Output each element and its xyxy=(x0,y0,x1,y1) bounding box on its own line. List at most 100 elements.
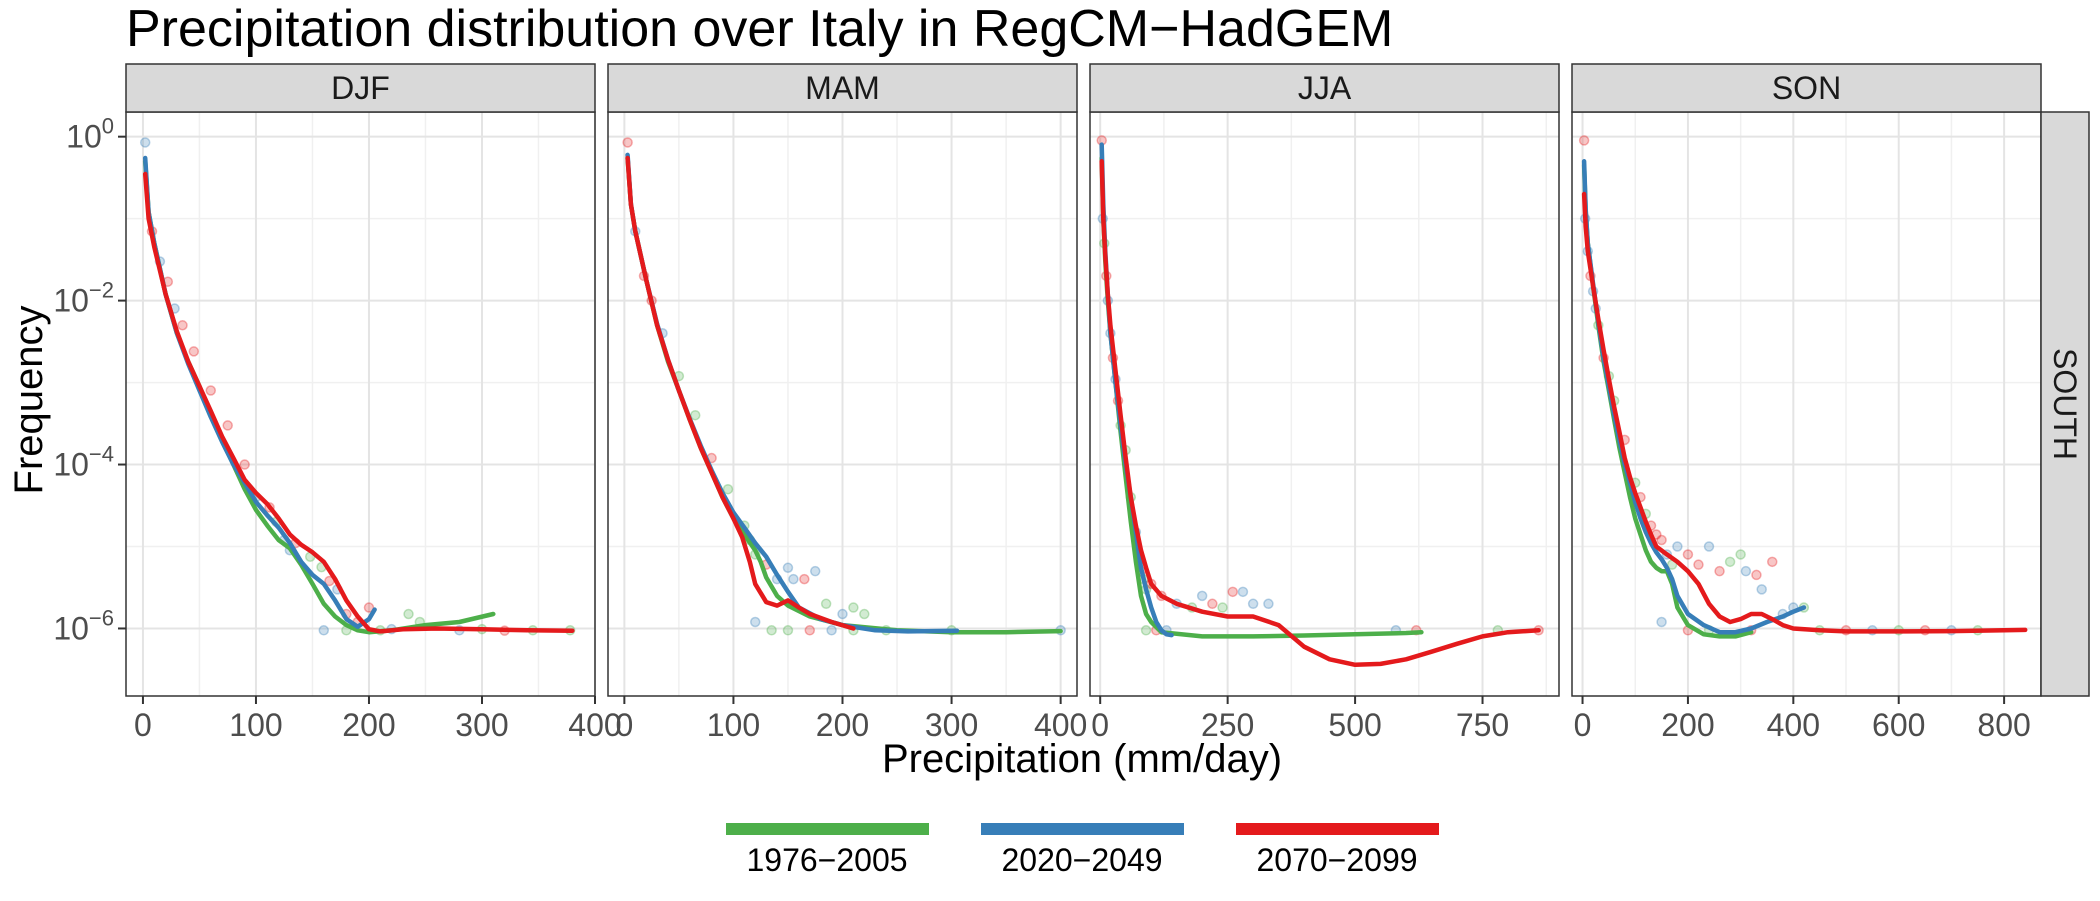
x-tick-label: 400 xyxy=(1034,707,1087,743)
row-strip-label: SOUTH xyxy=(2047,348,2083,460)
data-point xyxy=(1227,586,1238,598)
data-point xyxy=(1140,625,1152,636)
data-point xyxy=(1766,556,1778,568)
data-point xyxy=(809,565,821,577)
x-tick-label: 200 xyxy=(342,707,395,743)
data-point xyxy=(1656,534,1667,546)
data-point xyxy=(1703,541,1715,552)
strip-label-son: SON xyxy=(1772,70,1841,106)
data-point xyxy=(222,420,233,431)
legend-label-2020−2049: 2020−2049 xyxy=(1001,842,1162,878)
series-line-2070−2099 xyxy=(1581,191,2028,634)
data-point xyxy=(1682,549,1694,560)
panel-background xyxy=(126,112,595,696)
data-point xyxy=(1672,541,1683,552)
strip-background xyxy=(1089,63,1560,113)
x-tick-label: 750 xyxy=(1456,707,1509,743)
y-tick-label: 100 xyxy=(66,114,114,155)
data-point xyxy=(1724,556,1736,568)
x-tick-label: 0 xyxy=(615,707,633,743)
legend: 1976−2005 2020−2049 2070−2099 xyxy=(726,823,1439,878)
data-point xyxy=(804,625,816,636)
data-point xyxy=(722,483,734,495)
series-line-2070−2099 xyxy=(625,155,856,631)
x-tick-label: 800 xyxy=(1977,707,2030,743)
data-point xyxy=(1217,602,1228,613)
data-point xyxy=(1714,565,1725,577)
data-point xyxy=(799,573,810,585)
data-point xyxy=(188,346,200,357)
row-strip: SOUTH xyxy=(2040,111,2090,697)
y-tick-label: 10−4 xyxy=(53,442,114,483)
legend-label-1976−2005: 1976−2005 xyxy=(746,842,907,878)
data-point xyxy=(826,625,837,636)
data-point xyxy=(859,608,870,620)
x-tick-label: 0 xyxy=(1574,707,1592,743)
x-tick-label: 400 xyxy=(568,707,621,743)
data-point xyxy=(782,562,794,574)
x-tick-label: 300 xyxy=(925,707,978,743)
strip-label-jja: JJA xyxy=(1298,70,1352,106)
x-tick-label: 200 xyxy=(816,707,869,743)
data-point xyxy=(1740,565,1752,577)
panel-background xyxy=(1572,112,2041,696)
data-point xyxy=(622,137,633,148)
data-point xyxy=(820,598,832,610)
data-point xyxy=(318,625,330,636)
data-point xyxy=(1656,616,1667,628)
data-point xyxy=(788,573,799,585)
data-point xyxy=(1735,549,1746,560)
data-point xyxy=(1751,569,1762,581)
strip-background xyxy=(125,63,596,113)
panel-mam: 0 100 200 300 400 MAM xyxy=(607,63,1087,743)
x-tick-label: 600 xyxy=(1872,707,1925,743)
data-point xyxy=(205,385,217,396)
panel-jja: 0 250 500 750 JJA xyxy=(1089,63,1560,743)
x-tick-label: 400 xyxy=(1767,707,1820,743)
series-line-2070−2099 xyxy=(1099,159,1541,668)
x-tick-label: 250 xyxy=(1201,707,1254,743)
y-tick-label: 10−6 xyxy=(53,605,114,646)
data-point xyxy=(1237,586,1249,598)
x-tick-label: 500 xyxy=(1328,707,1381,743)
x-axis-title: Precipitation (mm/day) xyxy=(882,737,1282,781)
data-point xyxy=(1578,135,1590,146)
data-point xyxy=(1196,590,1208,602)
data-point xyxy=(848,602,859,613)
strip-label-djf: DJF xyxy=(331,70,390,106)
y-axis: 100 10−2 10−4 10−6 xyxy=(53,114,126,646)
x-tick-label: 200 xyxy=(1661,707,1714,743)
y-axis-title: Frequency xyxy=(7,306,51,495)
panel-background xyxy=(1090,112,1559,696)
data-point xyxy=(363,602,375,613)
data-point xyxy=(177,320,188,331)
strip-label-mam: MAM xyxy=(805,70,880,106)
data-point xyxy=(403,608,414,620)
x-tick-label: 100 xyxy=(229,707,282,743)
y-tick-label: 10−2 xyxy=(53,278,114,319)
data-point xyxy=(1247,598,1259,610)
x-tick-label: 0 xyxy=(1091,707,1109,743)
legend-label-2070−2099: 2070−2099 xyxy=(1256,842,1417,878)
data-point xyxy=(782,625,794,636)
data-point xyxy=(1263,598,1274,610)
data-point xyxy=(139,137,151,148)
x-tick-label: 100 xyxy=(707,707,760,743)
data-point xyxy=(690,409,701,421)
data-point xyxy=(766,625,777,636)
series-line-2070−2099 xyxy=(142,171,575,634)
panel-djf: 0 100 200 300 400 DJF xyxy=(125,63,622,743)
x-tick-label: 0 xyxy=(134,707,152,743)
data-point xyxy=(1207,598,1218,610)
strip-background xyxy=(1571,63,2042,113)
x-tick-label: 300 xyxy=(455,707,508,743)
data-point xyxy=(837,608,848,620)
data-point xyxy=(1693,559,1704,570)
data-point xyxy=(749,616,761,628)
strip-background xyxy=(607,63,1078,113)
data-point xyxy=(239,459,250,470)
data-point xyxy=(1756,584,1767,595)
facet-panels: 0 100 200 300 400 DJF 0 100 200 300 400 MAM 0 250 500 7… xyxy=(125,63,2042,743)
